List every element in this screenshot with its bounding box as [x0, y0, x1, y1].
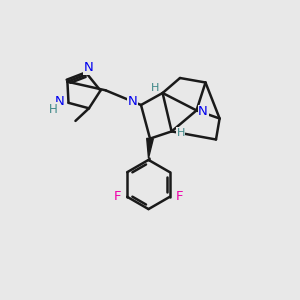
Text: N: N — [198, 105, 208, 119]
Text: H: H — [49, 103, 57, 116]
Text: F: F — [114, 190, 121, 203]
Text: N: N — [128, 95, 138, 108]
Text: F: F — [176, 190, 183, 203]
Text: H: H — [151, 82, 159, 93]
Polygon shape — [147, 138, 153, 158]
Text: N: N — [84, 61, 94, 74]
Text: N: N — [55, 95, 65, 108]
Text: H: H — [176, 128, 185, 138]
